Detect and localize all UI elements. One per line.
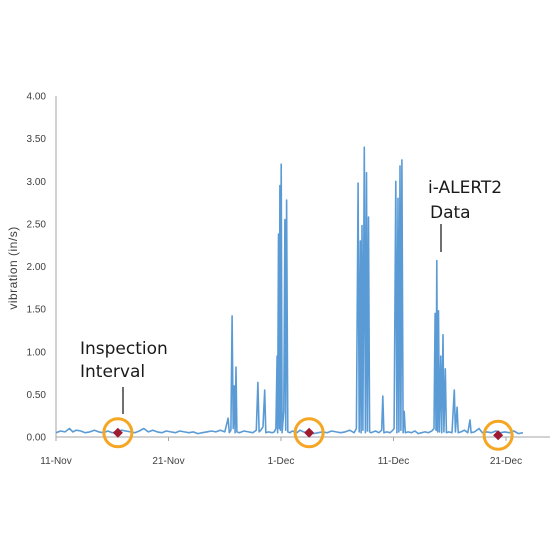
annotation-ialert-line-1: i-ALERT2 — [428, 178, 502, 198]
inspection-circle — [482, 419, 514, 451]
x-tick-label: 1-Dec — [268, 456, 295, 467]
y-tick-label: 3.00 — [27, 177, 47, 188]
y-tick-label: 1.50 — [27, 305, 47, 316]
chart-axes — [55, 96, 550, 438]
inspection-point — [493, 430, 504, 441]
inspection-circle — [102, 417, 134, 449]
y-tick-label: 1.00 — [27, 347, 47, 358]
x-axis-ticks: 11-Nov 21-Nov 1-Dec 11-Dec 21-Dec — [40, 437, 522, 467]
inspection-circle — [293, 417, 325, 449]
y-tick-label: 4.00 — [27, 92, 47, 103]
annotation-ialert-line-2: Data — [430, 203, 471, 223]
x-tick-label: 21-Nov — [152, 456, 184, 467]
x-tick-label: 21-Dec — [490, 456, 522, 467]
x-tick-label: 11-Dec — [378, 456, 410, 467]
y-tick-label: 3.50 — [27, 134, 47, 145]
y-tick-label: 0.50 — [27, 390, 47, 401]
y-tick-label: 0.00 — [27, 433, 47, 444]
y-tick-label: 2.50 — [27, 219, 47, 230]
y-tick-label: 2.00 — [27, 262, 47, 273]
inspection-point — [304, 427, 315, 438]
inspection-point — [112, 427, 123, 438]
y-axis-label: vibration (in/s) — [6, 226, 20, 309]
series-layer — [55, 146, 524, 435]
y-axis-ticks: 0.00 0.50 1.00 1.50 2.00 2.50 3.00 3.50 4.00 — [27, 92, 47, 444]
inspection-markers — [102, 417, 514, 451]
series-line-vibration — [55, 146, 524, 435]
x-tick-label: 11-Nov — [40, 456, 72, 467]
annotation-inspection-line-1: Inspection — [80, 339, 168, 359]
annotations: Inspection Interval i-ALERT2 Data — [80, 178, 502, 414]
annotation-inspection-line-2: Interval — [80, 362, 145, 382]
